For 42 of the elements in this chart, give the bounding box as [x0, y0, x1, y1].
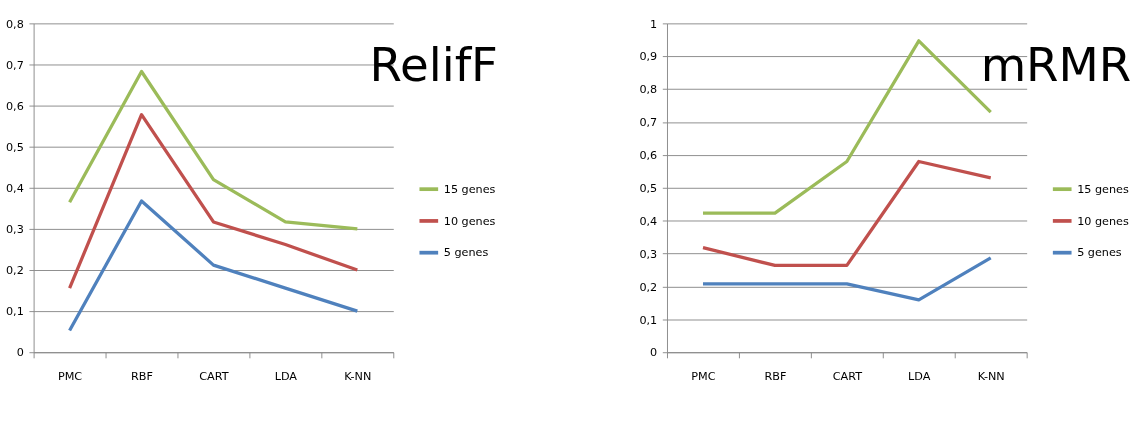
line-series [67, 199, 359, 333]
y-tick-label: 0,7 [639, 116, 658, 130]
x-tick-label: CART [199, 369, 229, 383]
y-tick-label: 0,1 [639, 313, 658, 327]
legend-label: 5 genes [443, 246, 489, 260]
legend-label: 15 genes [1077, 182, 1129, 196]
x-tick-label: RBF [131, 369, 153, 383]
line-series [701, 159, 993, 268]
legend-label: 10 genes [1077, 214, 1129, 228]
x-tick-label: CART [832, 369, 863, 383]
y-tick-label: 0 [650, 346, 658, 360]
legend-label: 15 genes [443, 182, 496, 196]
y-tick-label: 0,4 [639, 214, 658, 228]
y-tick-label: 0,4 [5, 182, 24, 196]
legend-label: 10 genes [443, 214, 496, 228]
y-tick-label: 0,2 [639, 280, 658, 294]
y-tick-label: 0,8 [5, 17, 24, 31]
legend-label: 5 genes [1077, 246, 1122, 260]
y-tick-label: 0,5 [5, 140, 24, 154]
y-tick-label: 0,7 [5, 58, 24, 72]
chart-title: RelifF [369, 38, 498, 93]
x-tick-label: PMC [57, 369, 83, 383]
y-tick-label: 0,3 [5, 223, 24, 237]
x-tick-label: K-NN [977, 369, 1005, 383]
x-tick-label: PMC [691, 369, 716, 383]
x-tick-label: LDA [908, 369, 931, 383]
x-tick-label: K-NN [344, 369, 372, 383]
y-tick-label: 0,1 [5, 305, 24, 319]
y-tick-label: 0,5 [639, 182, 658, 196]
y-tick-label: 0,6 [639, 149, 658, 163]
y-tick-label: 1 [650, 17, 658, 31]
y-tick-label: 0 [16, 346, 24, 360]
x-tick-label: RBF [764, 369, 787, 383]
line-series [67, 69, 359, 231]
chart-title: mRMR [980, 38, 1132, 93]
line-series [67, 113, 359, 290]
y-tick-label: 0,9 [639, 50, 658, 64]
y-tick-label: 0,3 [639, 247, 658, 261]
y-tick-label: 0,2 [5, 264, 24, 278]
x-tick-label: LDA [274, 369, 298, 383]
y-tick-label: 0,8 [639, 83, 658, 97]
y-tick-label: 0,6 [5, 99, 24, 113]
